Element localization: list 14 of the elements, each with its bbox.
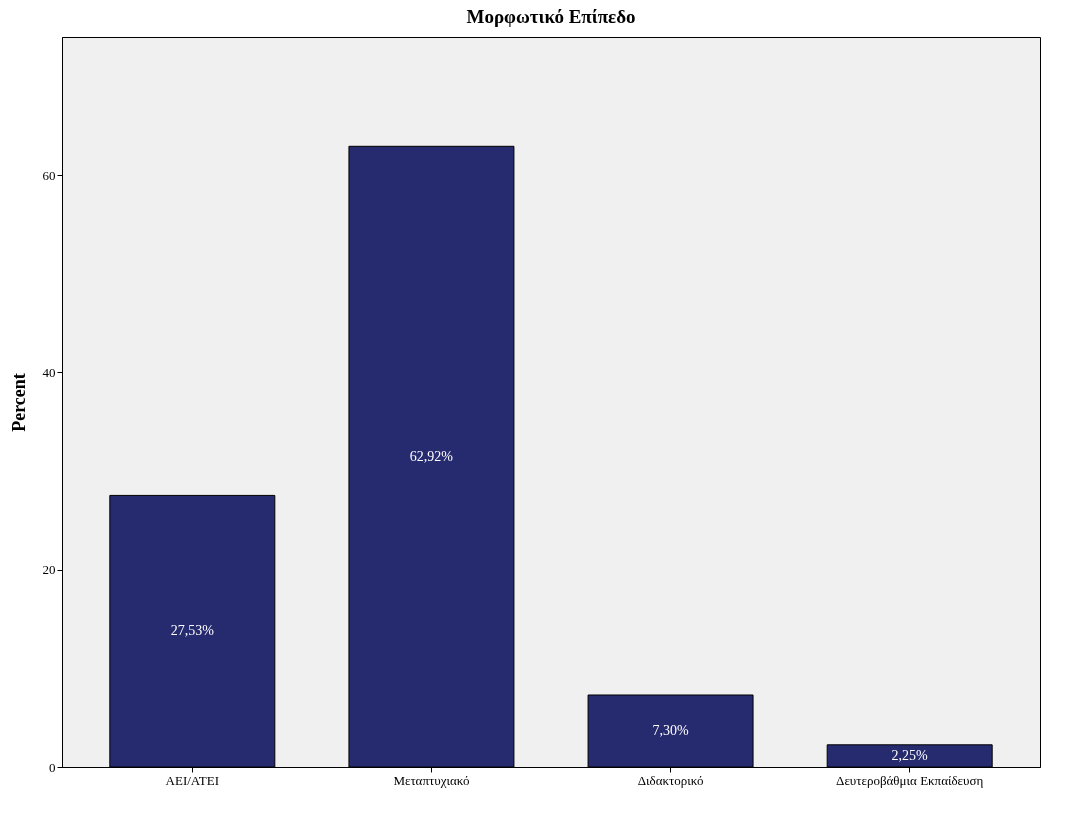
x-tick-label: Δευτεροβάθμια Εκπαίδευση (836, 772, 984, 788)
y-axis-title: Percent (8, 373, 29, 432)
x-tick-label: Μεταπτυχιακό (393, 772, 470, 788)
data-label: 7,30% (652, 722, 689, 738)
data-label: 62,92% (409, 448, 454, 464)
y-tick-label: 60 (42, 167, 56, 183)
chart-title: Μορφωτικό Επίπεδο (466, 6, 636, 27)
x-tick-label: Διδακτορικό (637, 772, 704, 788)
x-tick-label: ΑΕΙ/ΑΤΕΙ (165, 772, 220, 788)
y-tick-label: 20 (42, 562, 56, 578)
data-label: 27,53% (170, 623, 215, 639)
y-tick-label: 40 (42, 364, 56, 380)
y-tick-label: 0 (49, 759, 56, 775)
data-label: 2,25% (891, 747, 929, 763)
